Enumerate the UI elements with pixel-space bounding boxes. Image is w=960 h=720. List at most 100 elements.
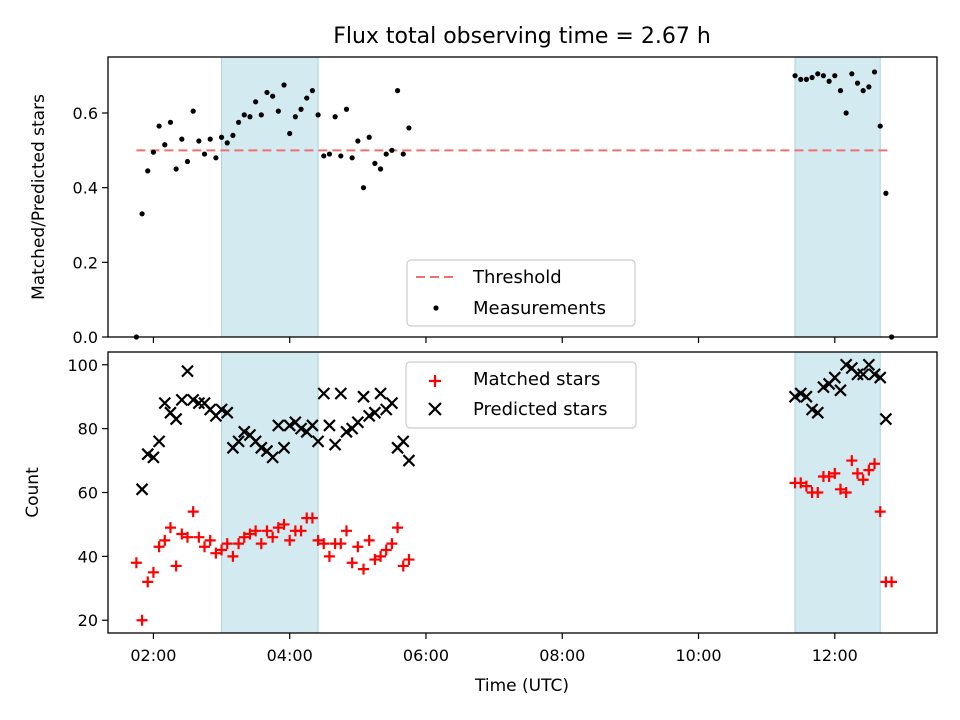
measurement-point <box>190 108 196 114</box>
measurement-point <box>377 166 384 172</box>
matched-star-point <box>834 483 846 495</box>
matched-star-point <box>375 550 387 562</box>
measurement-point <box>264 89 270 96</box>
matched-star-point <box>221 538 233 550</box>
matched-star-point <box>142 576 154 588</box>
matched-star-point <box>369 554 381 566</box>
measurement-point <box>235 119 242 125</box>
matched-star-point <box>823 471 835 483</box>
measurement-point <box>343 106 350 112</box>
predicted-star-point <box>147 451 160 464</box>
predicted-star-point <box>396 435 410 448</box>
measurement-point <box>372 160 378 166</box>
predicted-star-point <box>323 419 336 432</box>
matched-star-point <box>857 474 869 486</box>
matched-star-point <box>261 525 273 537</box>
measurement-points <box>133 69 895 340</box>
measurement-point <box>207 136 213 142</box>
top-y-tick-label: 0.2 <box>73 253 98 272</box>
bottom-legend: Matched stars Predicted stars <box>405 361 637 429</box>
matched-star-point <box>238 531 250 543</box>
predicted-star-point <box>862 358 876 372</box>
matched-star-point <box>352 541 364 553</box>
measurement-point <box>253 99 259 105</box>
measurement-point <box>315 112 321 118</box>
measurement-point <box>139 211 145 217</box>
matched-star-point <box>136 614 148 626</box>
top-legend-box <box>406 259 636 327</box>
measurement-point <box>258 112 264 118</box>
matched-star-point <box>255 538 267 550</box>
matched-star-point <box>278 518 290 530</box>
top-shaded-region <box>221 56 319 338</box>
measurement-point <box>167 119 174 125</box>
bottom-y-axis-label: Count <box>23 467 43 518</box>
measurement-point <box>184 158 191 165</box>
matched-star-point <box>153 541 165 553</box>
threshold-legend-label: Threshold <box>472 267 562 288</box>
measurement-point <box>150 149 157 155</box>
matched-star-point <box>335 538 347 550</box>
measurement-point <box>156 123 162 129</box>
bottom-y-tick-label: 100 <box>67 356 98 375</box>
bottom-y-tick-label: 60 <box>78 484 98 503</box>
matched-star-point <box>199 541 211 553</box>
measurement-point <box>832 73 838 79</box>
top-y-tick-label: 0.0 <box>73 328 98 347</box>
matched-star-point <box>829 467 841 479</box>
measurement-point <box>871 69 878 75</box>
measurement-point <box>803 76 810 82</box>
measurement-point <box>213 155 219 161</box>
measurement-point <box>400 151 406 157</box>
measurement-point <box>826 78 832 84</box>
matched-star-point <box>244 528 256 540</box>
measurement-point <box>326 151 333 157</box>
predicted-star-point <box>266 451 279 464</box>
predicted-star-point <box>351 415 365 429</box>
measurement-point <box>792 73 798 79</box>
predicted-star-point <box>334 387 348 400</box>
matched-star-point <box>840 487 852 498</box>
measurement-point <box>406 125 412 131</box>
measurement-point <box>196 138 202 144</box>
top-y-tick-label: 0.4 <box>73 179 98 198</box>
matched-star-point <box>340 525 352 537</box>
matched-star-point <box>176 528 188 540</box>
predicted-star-point <box>181 364 194 378</box>
matched-star-point <box>250 525 262 537</box>
matched-star-point <box>403 554 415 566</box>
predicted-star-point <box>856 368 870 381</box>
matched-star-point <box>193 531 205 543</box>
matched-star-point <box>852 467 864 479</box>
measurement-point <box>809 74 815 81</box>
measurement-point <box>360 185 367 191</box>
measurement-point <box>270 93 276 99</box>
measurement-point <box>349 155 355 161</box>
measurement-point <box>355 138 361 144</box>
matched-star-point <box>267 531 279 543</box>
x-tick-label: 10:00 <box>675 646 721 665</box>
measurement-point <box>394 88 401 94</box>
measurement-point <box>173 166 179 172</box>
matched-star-point <box>312 534 324 546</box>
measurement-point <box>145 168 151 174</box>
measurement-point <box>230 132 236 138</box>
matched-star-point <box>130 557 142 569</box>
measurement-point <box>201 151 208 157</box>
bottom-y-tick-label: 20 <box>78 611 98 630</box>
measurement-point <box>218 134 225 140</box>
predicted-star-point <box>402 454 416 467</box>
chart-title: Flux total observing time = 2.67 h <box>333 24 711 49</box>
x-tick-label: 12:00 <box>812 646 858 665</box>
x-tick-label: 06:00 <box>403 646 449 665</box>
predicted-star-point <box>158 396 172 410</box>
measurement-point <box>820 73 827 79</box>
predicted-star-point <box>152 435 166 448</box>
predicted-star-point <box>385 396 399 410</box>
matched-star-point <box>392 522 404 534</box>
measurement-point <box>815 71 821 77</box>
matched-legend-label: Matched stars <box>473 369 600 390</box>
predicted-legend-label: Predicted stars <box>473 399 607 420</box>
bottom-shaded-region <box>221 351 319 634</box>
